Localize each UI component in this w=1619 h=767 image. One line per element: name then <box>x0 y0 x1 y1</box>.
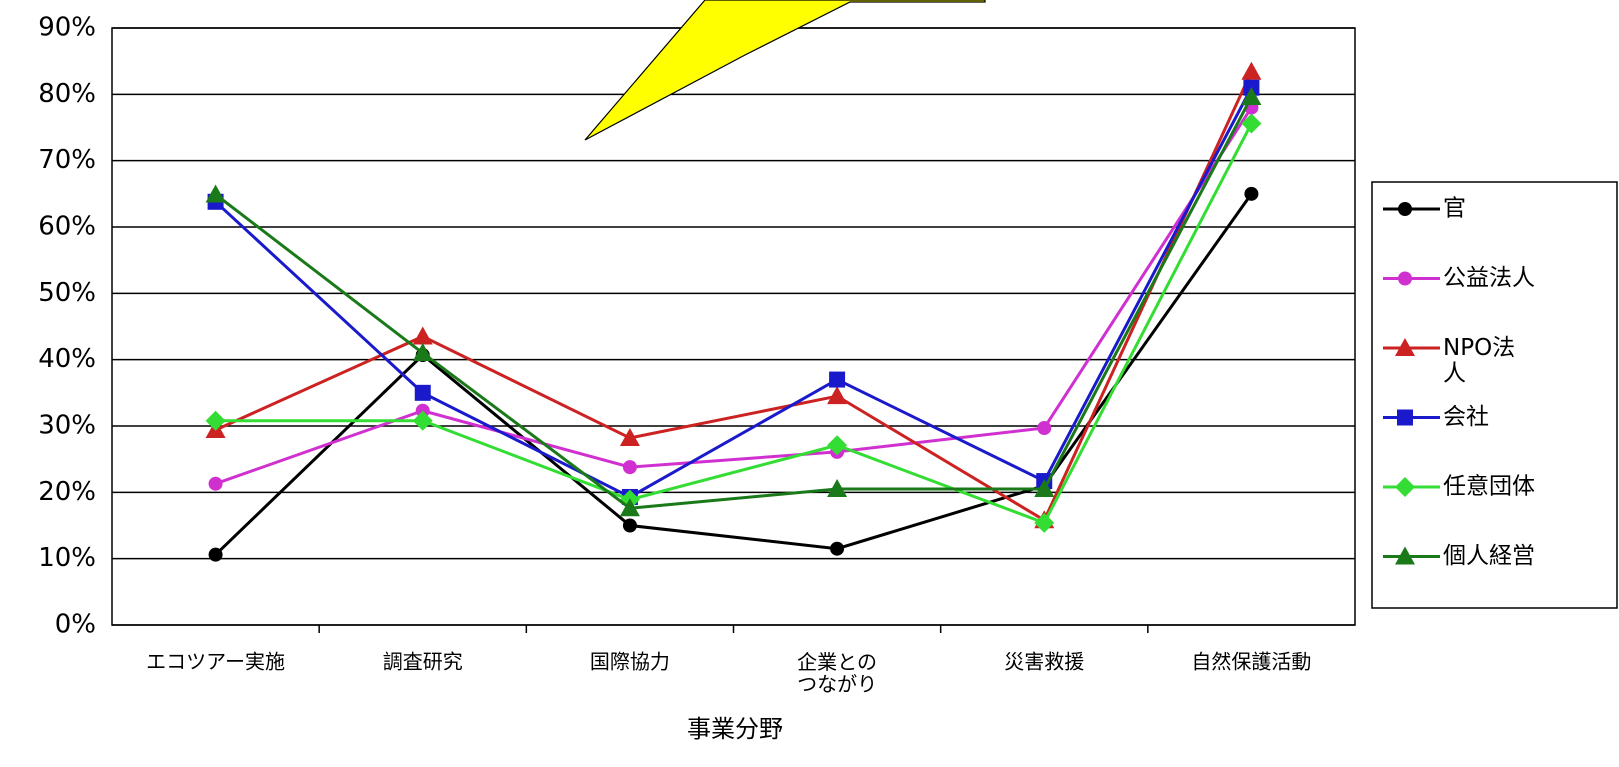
marker <box>830 542 844 556</box>
legend-label: 任意団体 <box>1443 474 1535 500</box>
x-axis-label: 事業分野 <box>687 715 783 743</box>
y-tick-label: 0% <box>55 610 96 640</box>
y-tick-label: 50% <box>38 278 96 308</box>
marker <box>1398 272 1412 286</box>
x-tick-label: 国際協力 <box>590 650 670 674</box>
marker <box>209 477 223 491</box>
y-tick-label: 30% <box>38 411 96 441</box>
marker <box>1244 187 1258 201</box>
plot-area <box>112 28 1355 625</box>
x-tick-label: 調査研究 <box>383 650 463 674</box>
legend-label: 会社 <box>1443 404 1489 430</box>
y-tick-label: 70% <box>38 145 96 175</box>
marker <box>1037 421 1051 435</box>
y-tick-label: 40% <box>38 344 96 374</box>
page: 0% 10% 20% 30% 40% 50% 60% 70% 80% 90% エコツアー実施 調査研究… <box>0 0 1619 767</box>
legend-label: 官 <box>1443 196 1466 222</box>
y-tick-label: 20% <box>38 477 96 507</box>
y-tick-label: 90% <box>38 13 96 43</box>
chart: 0% 10% 20% 30% 40% 50% 60% 70% 80% 90% エコツアー実施 調査研究… <box>0 0 1619 767</box>
marker <box>415 385 431 401</box>
x-tick-label: 災害救援 <box>1004 650 1084 674</box>
y-tick-label: 80% <box>38 79 96 109</box>
x-tick-label: 自然保護活動 <box>1191 650 1311 674</box>
y-tick-label: 10% <box>38 543 96 573</box>
marker <box>623 519 637 533</box>
x-tick-label: エコツアー実施 <box>146 650 285 674</box>
marker <box>1397 410 1413 426</box>
marker <box>623 460 637 474</box>
legend-label: 公益法人 <box>1443 265 1535 291</box>
marker <box>1398 202 1412 216</box>
y-tick-label: 60% <box>38 212 96 242</box>
marker <box>829 372 845 388</box>
marker <box>209 548 223 562</box>
x-tick-label: 企業とのつながり <box>797 650 877 696</box>
legend-label: 個人経営 <box>1443 543 1535 569</box>
